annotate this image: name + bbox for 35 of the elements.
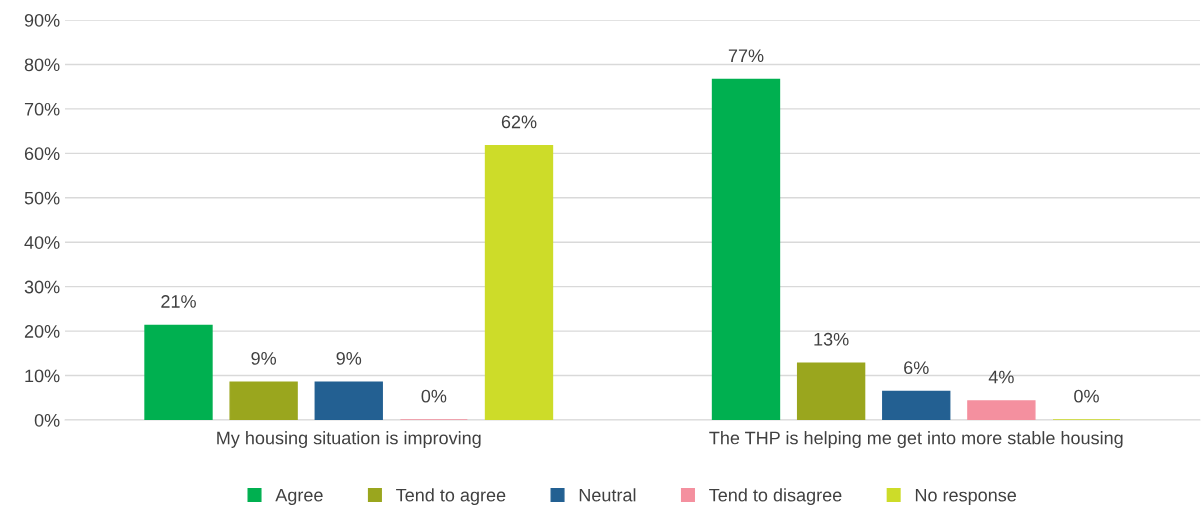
data-label: 9% [251, 351, 277, 365]
y-tick-label: 70% [24, 102, 60, 116]
bar [882, 390, 951, 420]
data-label: 21% [161, 295, 196, 308]
bar [796, 362, 866, 420]
legend-label: Agree [275, 488, 323, 506]
bar [711, 78, 781, 420]
y-tick-label: 20% [24, 325, 60, 338]
bar [144, 324, 213, 420]
data-label: 13% [814, 332, 849, 346]
y-tick-label: 0% [34, 413, 60, 427]
data-label: 6% [904, 361, 929, 375]
legend-label: Tend to agree [396, 488, 506, 506]
y-tick-label: 90% [24, 13, 60, 27]
bar [314, 381, 383, 420]
data-label: 0% [1074, 389, 1099, 403]
legend-label: No response [915, 488, 1017, 506]
legend-label: Tend to disagree [709, 488, 842, 506]
data-label: 4% [988, 370, 1014, 384]
bar [967, 400, 1036, 420]
y-tick-label: 10% [25, 369, 60, 383]
data-label: 0% [421, 389, 447, 403]
data-label: 9% [336, 351, 362, 365]
y-tick-label: 50% [24, 191, 60, 205]
y-tick-label: 60% [24, 147, 60, 161]
x-tick-label: My housing situation is improving [217, 431, 481, 448]
y-tick-label: 80% [24, 58, 60, 72]
bar [229, 381, 298, 420]
data-label: 62% [501, 115, 537, 129]
x-tick-label: The THP is helping me get into more stable housing [709, 431, 1123, 448]
legend-label: Neutral [579, 488, 636, 502]
y-tick-label: 30% [24, 280, 60, 294]
bar [484, 145, 554, 420]
y-tick-label: 40% [24, 236, 60, 249]
data-label: 77% [728, 49, 764, 63]
